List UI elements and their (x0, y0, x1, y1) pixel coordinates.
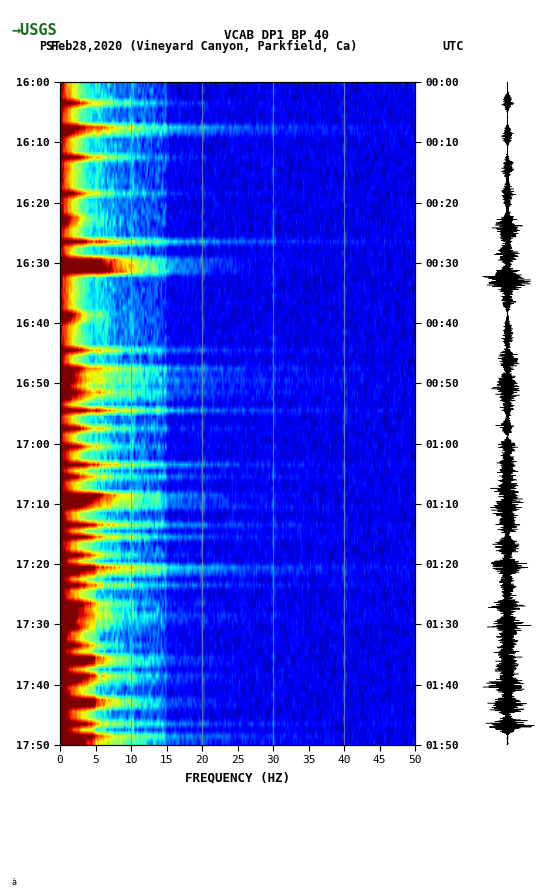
Text: →USGS: →USGS (11, 23, 57, 38)
Text: PST: PST (39, 40, 60, 54)
Text: VCAB DP1 BP 40: VCAB DP1 BP 40 (224, 29, 328, 42)
X-axis label: FREQUENCY (HZ): FREQUENCY (HZ) (185, 771, 290, 784)
Text: à: à (11, 878, 16, 887)
Text: UTC: UTC (442, 40, 463, 54)
Text: Feb28,2020 (Vineyard Canyon, Parkfield, Ca): Feb28,2020 (Vineyard Canyon, Parkfield, … (51, 40, 358, 54)
